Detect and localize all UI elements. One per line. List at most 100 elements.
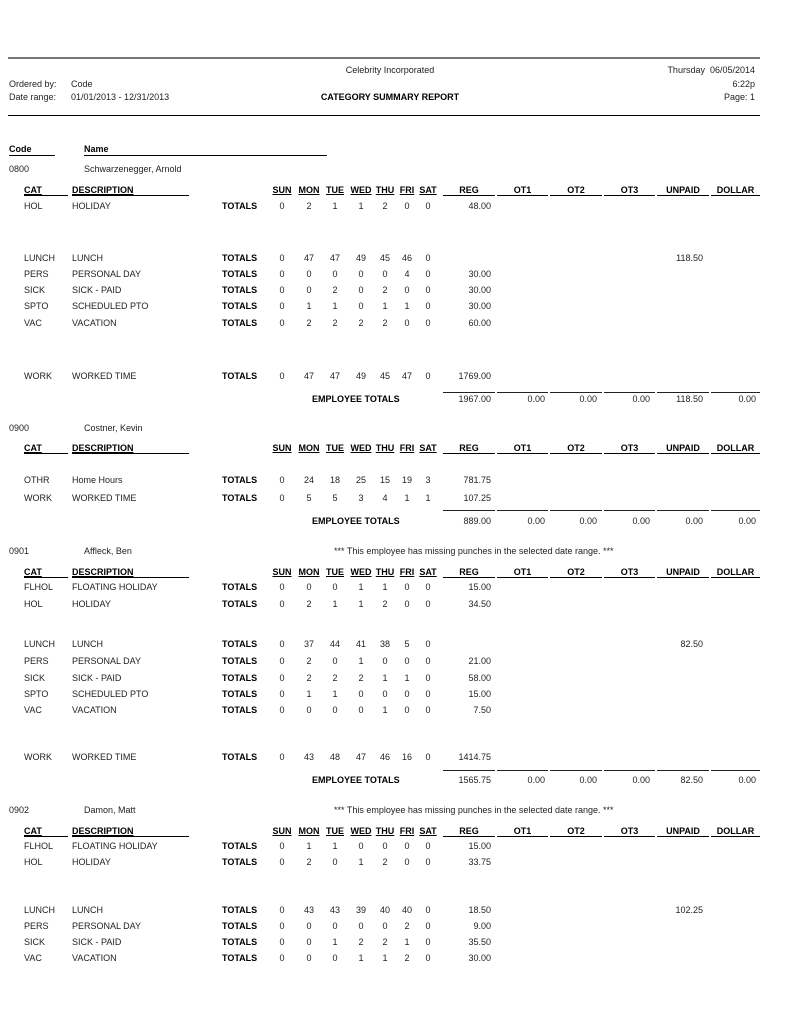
subtotal-rule bbox=[657, 392, 709, 393]
unpaid-header-underline bbox=[657, 577, 709, 578]
totals-label: TOTALS bbox=[222, 656, 258, 666]
day-total: 46 bbox=[401, 253, 412, 263]
day-total: 15 bbox=[379, 475, 390, 485]
day-total: 0 bbox=[279, 639, 285, 649]
day-total: 1 bbox=[332, 599, 338, 609]
employee-total-ot3: 0.00 bbox=[632, 516, 650, 526]
day-column-header: WED bbox=[350, 567, 372, 577]
employee-total-unpaid: 118.50 bbox=[676, 394, 703, 404]
day-total: 0 bbox=[279, 253, 285, 263]
day-total: 1 bbox=[332, 841, 338, 851]
employee-total-ot2: 0.00 bbox=[579, 516, 597, 526]
day-total: 43 bbox=[303, 905, 314, 915]
day-total: 0 bbox=[306, 937, 312, 947]
category-code: FLHOL bbox=[24, 841, 54, 851]
day-total: 40 bbox=[401, 905, 412, 915]
dollar-header-underline bbox=[711, 453, 760, 454]
day-column-header: THU bbox=[375, 826, 395, 836]
day-total: 2 bbox=[382, 937, 388, 947]
day-total: 0 bbox=[332, 921, 338, 931]
report-time: 6:22p bbox=[732, 79, 755, 89]
day-total: 4 bbox=[382, 493, 388, 503]
category-code: PERS bbox=[24, 921, 49, 931]
day-total: 0 bbox=[332, 953, 338, 963]
category-code: PERS bbox=[24, 656, 49, 666]
day-total: 1 bbox=[358, 582, 364, 592]
page-number: Page: 1 bbox=[723, 92, 755, 102]
day-column-header: FRI bbox=[399, 826, 415, 836]
company-name: Celebrity Incorporated bbox=[345, 65, 435, 75]
day-column-header: SUN bbox=[272, 826, 292, 836]
description-column-header: DESCRIPTION bbox=[72, 567, 134, 577]
day-total: 0 bbox=[382, 269, 388, 279]
day-total: 2 bbox=[382, 857, 388, 867]
cat-column-header: CAT bbox=[24, 185, 42, 195]
day-total: 0 bbox=[358, 689, 364, 699]
day-total: 1 bbox=[382, 673, 388, 683]
day-total: 47 bbox=[303, 371, 314, 381]
description-column-header: DESCRIPTION bbox=[72, 826, 134, 836]
day-total: 0 bbox=[279, 841, 285, 851]
reg-hours: 15.00 bbox=[468, 582, 491, 592]
day-total: 0 bbox=[425, 841, 431, 851]
day-total: 0 bbox=[425, 253, 431, 263]
day-total: 1 bbox=[332, 689, 338, 699]
day-column-header: THU bbox=[375, 443, 395, 453]
totals-label: TOTALS bbox=[222, 475, 258, 485]
subtotal-rule bbox=[550, 510, 602, 511]
reg-hours: 15.00 bbox=[468, 689, 491, 699]
day-total: 2 bbox=[306, 656, 312, 666]
day-column-header: WED bbox=[350, 443, 372, 453]
day-total: 0 bbox=[425, 639, 431, 649]
day-total: 0 bbox=[425, 689, 431, 699]
employee-total-ot1: 0.00 bbox=[527, 775, 545, 785]
category-description: LUNCH bbox=[72, 639, 104, 649]
day-total: 1 bbox=[358, 201, 364, 211]
category-description: VACATION bbox=[72, 318, 117, 328]
totals-label: TOTALS bbox=[222, 752, 258, 762]
ot2-header-underline bbox=[550, 577, 602, 578]
day-total: 0 bbox=[404, 656, 410, 666]
employee-name: Damon, Matt bbox=[84, 805, 136, 815]
day-total: 0 bbox=[279, 285, 285, 295]
day-total: 0 bbox=[358, 285, 364, 295]
day-total: 3 bbox=[425, 475, 431, 485]
day-column-header: THU bbox=[375, 185, 395, 195]
ot1-header-underline bbox=[497, 453, 548, 454]
day-column-header: SAT bbox=[419, 185, 437, 195]
ot3-header-underline bbox=[604, 195, 655, 196]
unpaid-column-header: UNPAID bbox=[666, 567, 700, 577]
category-code: WORK bbox=[24, 371, 52, 381]
day-total: 0 bbox=[332, 857, 338, 867]
unpaid-header-underline bbox=[657, 453, 709, 454]
totals-label: TOTALS bbox=[222, 639, 258, 649]
day-total: 0 bbox=[279, 673, 285, 683]
day-total: 0 bbox=[382, 921, 388, 931]
day-column-header: SUN bbox=[272, 185, 292, 195]
employee-total-unpaid: 82.50 bbox=[680, 775, 703, 785]
day-total: 0 bbox=[425, 953, 431, 963]
subtotal-rule bbox=[657, 510, 709, 511]
day-total: 0 bbox=[279, 752, 285, 762]
day-total: 5 bbox=[332, 493, 338, 503]
day-total: 37 bbox=[303, 639, 314, 649]
day-total: 2 bbox=[332, 285, 338, 295]
ot3-header-underline bbox=[604, 836, 655, 837]
day-total: 2 bbox=[332, 318, 338, 328]
employee-total-dollar: 0.00 bbox=[738, 516, 756, 526]
day-total: 1 bbox=[332, 937, 338, 947]
category-code: HOL bbox=[24, 599, 43, 609]
category-code: HOL bbox=[24, 201, 43, 211]
subtotal-rule bbox=[550, 392, 602, 393]
day-total: 0 bbox=[425, 318, 431, 328]
subtotal-rule bbox=[550, 770, 602, 771]
day-total: 44 bbox=[329, 639, 340, 649]
day-total: 0 bbox=[358, 705, 364, 715]
employee-total-reg: 889.00 bbox=[463, 516, 491, 526]
reg-hours: 21.00 bbox=[468, 656, 491, 666]
day-total: 2 bbox=[382, 599, 388, 609]
cat-underline bbox=[24, 453, 68, 454]
unpaid-hours: 82.50 bbox=[680, 639, 703, 649]
employee-total-ot2: 0.00 bbox=[579, 775, 597, 785]
day-total: 0 bbox=[425, 752, 431, 762]
